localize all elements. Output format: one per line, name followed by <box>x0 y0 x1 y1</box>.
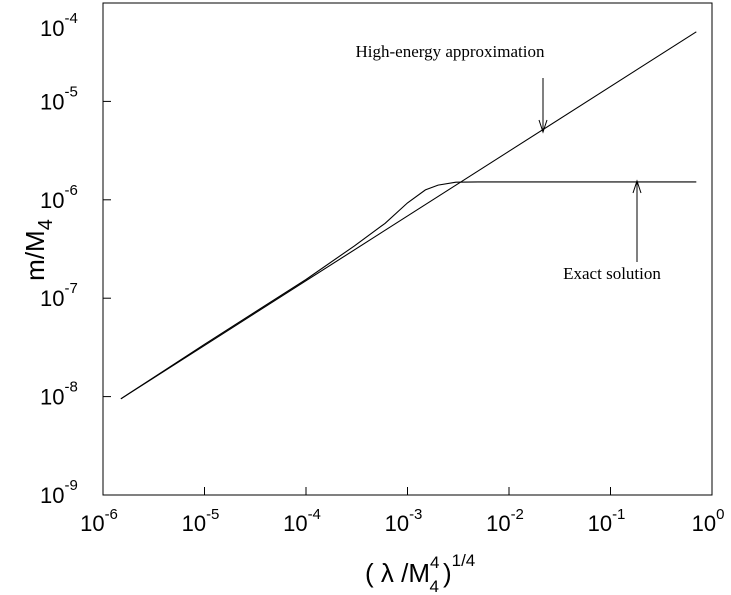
arrow-head <box>538 119 548 134</box>
tick-base: 10 <box>40 483 64 508</box>
tick-base: 10 <box>80 511 104 536</box>
x-tick-label: 10-6 <box>80 506 118 536</box>
tick-exp: -5 <box>206 506 219 523</box>
tick-exp: -6 <box>64 182 77 199</box>
tick-base: 10 <box>486 511 510 536</box>
y-tick-label: 10-6 <box>40 182 78 213</box>
y-tick-label: 10-7 <box>40 280 78 311</box>
tick-base: 10 <box>182 511 206 536</box>
x-label-sup: 4 <box>430 553 439 572</box>
tick-exp: -8 <box>64 379 77 396</box>
y-axis-label: m/M4 <box>20 219 57 281</box>
tick-exp: -6 <box>105 506 118 523</box>
y-label-text: m/M <box>20 230 50 281</box>
x-label-open: ( λ /M <box>365 558 430 588</box>
tick-exp: -4 <box>64 10 77 27</box>
tick-base: 10 <box>283 511 307 536</box>
tick-exp: 0 <box>716 506 724 523</box>
tick-base: 10 <box>40 89 64 114</box>
tick-base: 10 <box>40 188 64 213</box>
plot-frame <box>102 2 713 496</box>
y-tick-label: 10-4 <box>40 10 78 41</box>
tick-base: 10 <box>588 511 612 536</box>
tick-exp: -2 <box>511 506 524 523</box>
arrow-head <box>632 179 642 194</box>
y-label-sub: 4 <box>35 219 57 230</box>
annotation: Exact solution <box>563 264 661 283</box>
x-tick-label: 10-4 <box>283 506 321 536</box>
tick-base: 10 <box>40 286 64 311</box>
annotation: High-energy approximation <box>355 42 545 61</box>
x-axis-label: ( λ /M4 4)1/4 <box>365 551 475 595</box>
series-line <box>120 181 697 400</box>
x-label-sub: 4 <box>429 577 438 595</box>
tick-base: 10 <box>40 385 64 410</box>
tick-exp: -5 <box>64 83 77 100</box>
series-line <box>120 31 697 400</box>
tick-exp: -7 <box>64 280 77 297</box>
tick-base: 10 <box>385 511 409 536</box>
y-tick-label: 10-9 <box>40 477 78 508</box>
tick-exp: -1 <box>612 506 625 523</box>
x-tick-label: 10-5 <box>182 506 220 536</box>
x-tick-label: 10-2 <box>486 506 524 536</box>
tick-base: 10 <box>692 511 716 536</box>
tick-exp: -4 <box>308 506 321 523</box>
tick-exp: -9 <box>64 477 77 494</box>
tick-base: 10 <box>40 16 64 41</box>
y-tick-label: 10-8 <box>40 379 78 410</box>
x-tick-label: 10-3 <box>385 506 423 536</box>
y-tick-label: 10-5 <box>40 83 78 114</box>
tick-exp: -3 <box>409 506 422 523</box>
x-label-exp: 1/4 <box>452 551 476 570</box>
x-label-close: ) <box>443 558 452 588</box>
x-tick-label: 10-1 <box>588 506 626 536</box>
x-tick-label: 100 <box>692 506 725 536</box>
